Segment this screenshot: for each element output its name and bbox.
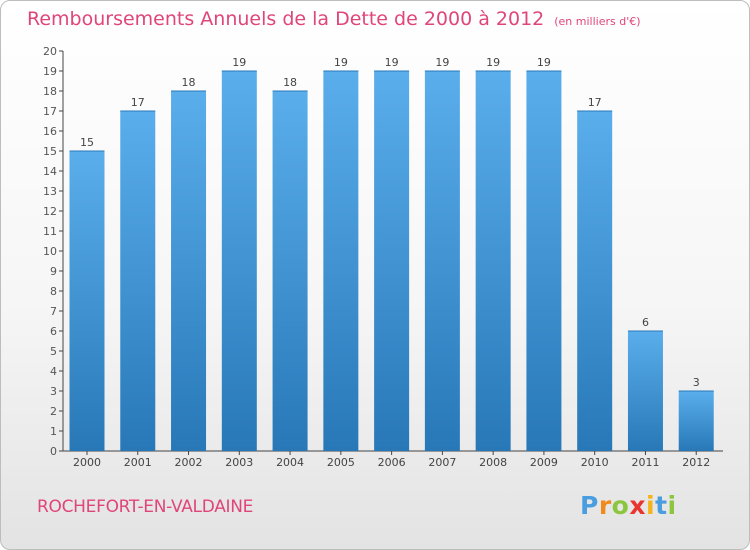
bar-value-label: 3 <box>693 376 700 389</box>
bar <box>120 111 156 451</box>
x-tick-label: 2012 <box>682 456 710 469</box>
bar-value-label: 17 <box>588 96 602 109</box>
bar-value-label: 18 <box>283 76 297 89</box>
bar-value-label: 17 <box>131 96 145 109</box>
y-tick-label: 19 <box>43 65 57 78</box>
y-tick-label: 2 <box>50 405 57 418</box>
x-tick-label: 2002 <box>175 456 203 469</box>
x-tick-label: 2007 <box>428 456 456 469</box>
y-tick-label: 7 <box>50 305 57 318</box>
bar <box>374 71 410 451</box>
y-tick-label: 5 <box>50 345 57 358</box>
bar-value-label: 19 <box>486 56 500 69</box>
bar <box>171 91 207 451</box>
logo-letter: P <box>580 491 599 520</box>
x-tick-label: 2004 <box>276 456 304 469</box>
x-tick-label: 2010 <box>581 456 609 469</box>
x-tick-label: 2000 <box>73 456 101 469</box>
chart-title: Remboursements Annuels de la Dette de 20… <box>27 8 641 30</box>
y-tick-label: 14 <box>43 165 57 178</box>
logo-letter: i <box>667 491 677 520</box>
y-tick-label: 4 <box>50 365 57 378</box>
bar-value-label: 19 <box>537 56 551 69</box>
bar <box>577 111 613 451</box>
bar-value-label: 18 <box>182 76 196 89</box>
y-tick-label: 9 <box>50 265 57 278</box>
bar <box>69 151 105 451</box>
y-tick-label: 15 <box>43 145 57 158</box>
y-tick-label: 0 <box>50 445 57 458</box>
bar <box>475 71 511 451</box>
y-tick-label: 17 <box>43 105 57 118</box>
bar-value-label: 19 <box>385 56 399 69</box>
y-tick-label: 11 <box>43 225 57 238</box>
y-tick-label: 18 <box>43 85 57 98</box>
unit-text: (en milliers d'€) <box>554 15 641 28</box>
x-tick-label: 2008 <box>479 456 507 469</box>
x-tick-label: 2006 <box>378 456 406 469</box>
y-tick-label: 6 <box>50 325 57 338</box>
x-tick-label: 2003 <box>225 456 253 469</box>
logo-letter: r <box>598 491 612 520</box>
bar-value-label: 19 <box>435 56 449 69</box>
y-tick-label: 1 <box>50 425 57 438</box>
bar <box>323 71 359 451</box>
bar <box>526 71 562 451</box>
x-tick-label: 2011 <box>631 456 659 469</box>
logo-letter: x <box>629 491 646 520</box>
logo-letter: t <box>655 491 668 520</box>
y-tick-label: 8 <box>50 285 57 298</box>
y-tick-label: 10 <box>43 245 57 258</box>
bar <box>678 391 714 451</box>
bar-value-label: 6 <box>642 316 649 329</box>
y-tick-label: 13 <box>43 185 57 198</box>
bar-value-label: 15 <box>80 136 94 149</box>
logo-letter: i <box>646 491 656 520</box>
bar <box>272 91 308 451</box>
x-tick-label: 2009 <box>530 456 558 469</box>
y-tick-label: 3 <box>50 385 57 398</box>
bar <box>627 331 663 451</box>
x-tick-label: 2005 <box>327 456 355 469</box>
title-text: Remboursements Annuels de la Dette de 20… <box>27 8 545 30</box>
x-tick-label: 2001 <box>124 456 152 469</box>
bar-value-label: 19 <box>334 56 348 69</box>
proxiti-logo[interactable]: Proxiti <box>580 491 677 520</box>
bar <box>221 71 257 451</box>
y-tick-label: 16 <box>43 125 57 138</box>
y-tick-label: 20 <box>43 45 57 58</box>
logo-letter: o <box>611 491 630 520</box>
commune-name: ROCHEFORT-EN-VALDAINE <box>37 497 254 517</box>
bar-value-label: 19 <box>232 56 246 69</box>
y-tick-label: 12 <box>43 205 57 218</box>
bar <box>424 71 460 451</box>
